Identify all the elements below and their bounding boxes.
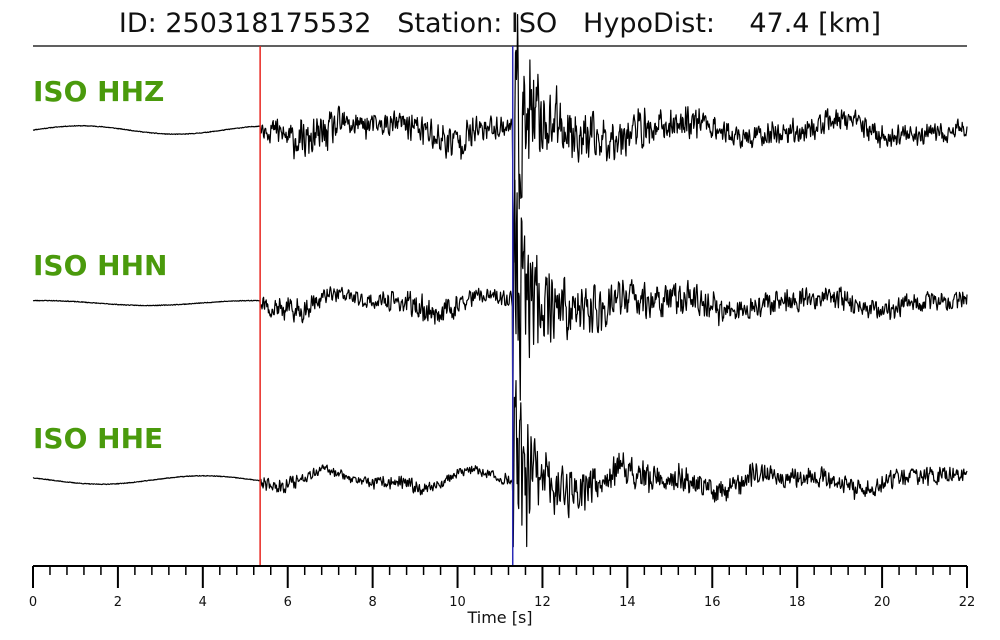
x-axis-label: Time [s] [466,608,532,627]
time-axis: 0 2 4 6 8 10 12 14 16 18 20 22 [29,565,976,610]
station-label: Station: [397,8,503,39]
x-tick-label: 0 [29,595,37,610]
hypodist-value: 47.4 [749,8,810,39]
x-tick-label: 10 [449,595,466,610]
x-tick-label: 4 [199,595,207,610]
chart-title: ID: 250318175532 Station: ISO HypoDist: … [0,8,1000,39]
station-value: ISO [510,8,558,39]
x-tick-label: 18 [789,595,806,610]
x-tick-label: 2 [114,595,122,610]
waveform-trace-2 [32,380,968,548]
x-tick-label: 6 [284,595,292,610]
trace-label-hhe: ISO HHE [33,422,163,455]
id-value: 250318175532 [165,8,372,39]
x-tick-label: 20 [874,595,891,610]
id-label: ID: [118,8,157,39]
hypodist-label: HypoDist: [583,8,716,39]
traces-group [32,14,968,548]
trace-label-hhn: ISO HHN [33,249,167,282]
waveform-trace-0 [32,14,968,263]
x-tick-label: 16 [704,595,721,610]
x-tick-label: 22 [959,595,976,610]
waveform-trace-1 [32,179,968,441]
trace-label-hhz: ISO HHZ [33,75,164,108]
x-tick-label: 12 [534,595,551,610]
pick-markers [259,46,514,566]
x-tick-label: 14 [619,595,636,610]
x-tick-label: 8 [368,595,376,610]
hypodist-unit: [km] [818,8,882,39]
